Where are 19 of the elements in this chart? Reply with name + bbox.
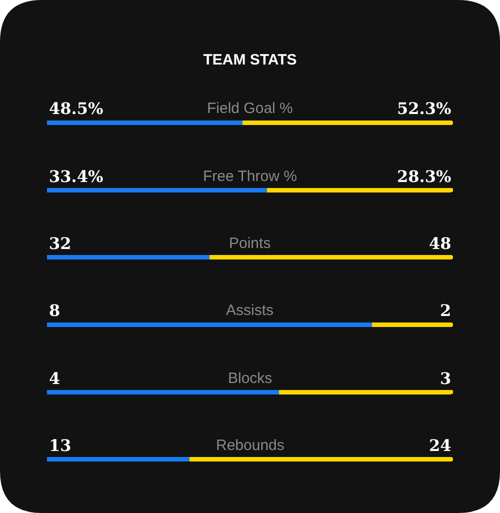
data-label: 48.5% [49,99,104,118]
y-tick-label: Field Goal % [207,100,293,117]
y-tick-label: Assists [226,302,274,319]
data-label: 33.4% [49,167,104,186]
data-label: 52.3% [397,99,452,118]
data-label: 2 [440,301,452,320]
data-label: 13 [49,436,72,455]
data-label: 28.3% [397,167,452,186]
data-label: 4 [49,369,60,388]
chart-title: TEAM STATS [203,51,297,68]
y-tick-label: Points [229,235,271,252]
data-label: 8 [49,301,60,320]
data-label: 3 [440,369,452,388]
data-label: 32 [49,234,72,253]
data-label: 24 [429,436,452,455]
y-tick-label: Blocks [228,370,272,387]
y-tick-label: Free Throw % [203,168,297,185]
data-label: 48 [429,234,452,253]
y-tick-label: Rebounds [216,437,284,454]
